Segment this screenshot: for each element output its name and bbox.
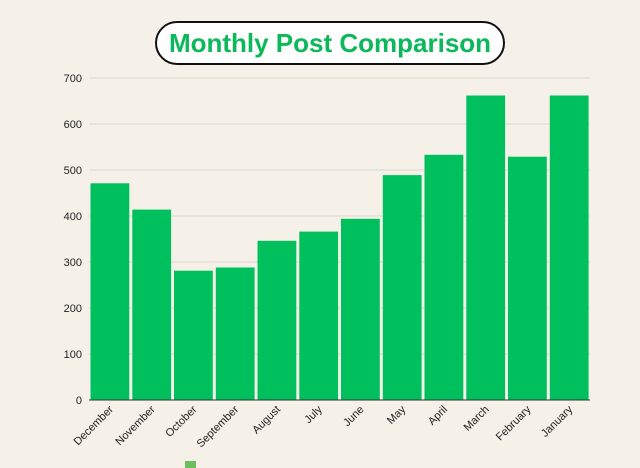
x-tick-label: May	[385, 403, 409, 427]
y-tick-label: 500	[64, 165, 82, 177]
y-axis-ticks: 0 100 200 300 400 500 600 700	[64, 73, 82, 407]
legend	[185, 459, 196, 468]
chart-title: Monthly Post Comparison	[168, 27, 492, 58]
x-tick-label: January	[539, 403, 576, 440]
bar-october	[174, 270, 213, 400]
y-tick-label: 400	[64, 211, 82, 223]
x-tick-label: September	[195, 403, 242, 450]
x-tick-label: November	[113, 403, 158, 448]
bar-january	[549, 95, 589, 400]
bar-february	[508, 156, 547, 400]
x-tick-label: July	[302, 403, 325, 426]
bar-april	[424, 154, 464, 400]
y-tick-label: 700	[64, 73, 82, 85]
bar-december	[90, 183, 130, 400]
x-tick-label: March	[462, 404, 492, 434]
bar-september	[215, 267, 255, 400]
x-tick-label: August	[250, 404, 283, 437]
gridlines	[89, 77, 590, 355]
x-tick-label: October	[163, 403, 199, 439]
bar-july	[299, 231, 339, 400]
bar-november	[132, 209, 172, 400]
y-tick-label: 200	[64, 303, 82, 315]
x-tick-label: April	[426, 404, 450, 428]
bar-june	[341, 218, 380, 400]
x-tick-label: December	[72, 403, 117, 448]
bar-may	[382, 175, 422, 400]
bars	[90, 95, 589, 400]
bar-august	[257, 240, 297, 400]
y-tick-label: 600	[64, 119, 82, 131]
bar-march	[466, 95, 506, 400]
y-tick-label: 0	[76, 395, 82, 407]
legend-swatch	[185, 460, 196, 468]
x-tick-label: February	[494, 403, 534, 443]
chart-title-pill: Monthly Post Comparison	[155, 21, 505, 65]
y-tick-label: 300	[64, 257, 82, 269]
y-tick-label: 100	[64, 349, 82, 361]
x-tick-label: June	[341, 404, 366, 429]
